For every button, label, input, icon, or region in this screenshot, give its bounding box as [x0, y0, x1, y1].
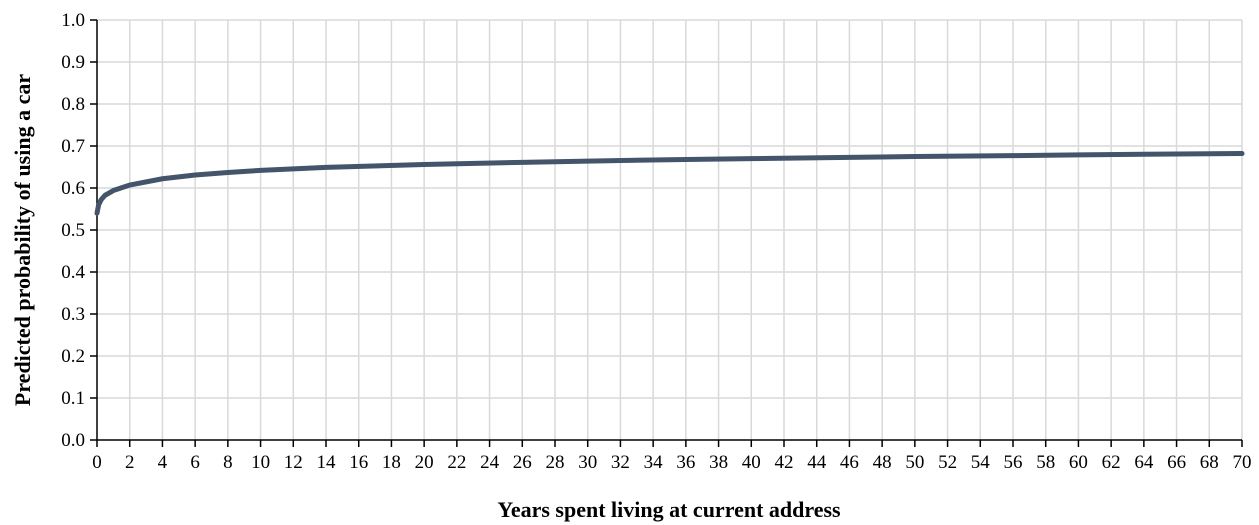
x-axis-title: Years spent living at current address: [497, 497, 841, 522]
x-tick-label: 56: [1004, 452, 1023, 473]
x-tick-label: 58: [1036, 452, 1055, 473]
x-tick-label: 64: [1134, 452, 1154, 473]
axes: [90, 19, 1243, 447]
x-tick-label: 34: [644, 452, 664, 473]
x-tick-label: 48: [873, 452, 892, 473]
x-tick-label: 0: [92, 452, 102, 473]
x-tick-label: 66: [1167, 452, 1186, 473]
series-layer: [94, 151, 1245, 216]
y-tick-label: 0.4: [61, 262, 85, 283]
y-tick-label: 0.6: [61, 178, 85, 199]
y-tick-label: 0.0: [61, 430, 85, 451]
x-tick-label: 52: [938, 452, 957, 473]
y-axis-title: Predicted probability of using a car: [10, 74, 35, 406]
x-tick-label: 62: [1102, 452, 1121, 473]
x-tick-label: 36: [676, 452, 695, 473]
x-tick-label: 12: [284, 452, 303, 473]
y-tick-label: 0.3: [61, 304, 85, 325]
y-tick-label: 0.2: [61, 346, 85, 367]
x-tick-label: 46: [840, 452, 859, 473]
x-tick-label: 24: [480, 452, 500, 473]
grid-lines: [97, 19, 1243, 440]
x-tick-label: 8: [223, 452, 233, 473]
x-tick-label: 38: [709, 452, 728, 473]
x-tick-label: 18: [382, 452, 401, 473]
x-tick-label: 54: [971, 452, 991, 473]
x-tick-label: 20: [415, 452, 434, 473]
x-tick-label: 22: [447, 452, 466, 473]
x-tick-label: 26: [513, 452, 532, 473]
y-tick-label: 0.1: [61, 388, 85, 409]
x-tick-label: 32: [611, 452, 630, 473]
y-tick-label: 0.8: [61, 94, 85, 115]
x-tick-label: 28: [546, 452, 565, 473]
y-tick-label: 0.7: [61, 136, 85, 157]
x-tick-label: 10: [251, 452, 270, 473]
x-tick-label: 30: [578, 452, 597, 473]
x-tick-label: 60: [1069, 452, 1088, 473]
y-tick-label: 0.5: [61, 220, 85, 241]
y-tick-label: 0.9: [61, 52, 85, 73]
x-tick-label: 4: [158, 452, 168, 473]
x-tick-label: 14: [317, 452, 337, 473]
x-tick-label: 42: [775, 452, 794, 473]
series-line: [94, 151, 1245, 216]
x-tick-label: 16: [349, 452, 368, 473]
x-tick-label: 2: [125, 452, 135, 473]
x-tick-label: 6: [190, 452, 200, 473]
x-tick-label: 40: [742, 452, 761, 473]
x-tick-label: 44: [807, 452, 827, 473]
x-tick-label: 68: [1200, 452, 1219, 473]
tick-labels: 0 2 4 6 8 10 12 14 16 18 20 22 24 26 28 30 32 34 36 38 40 42 4…: [61, 10, 1251, 473]
x-tick-label: 70: [1233, 452, 1252, 473]
x-tick-label: 50: [905, 452, 924, 473]
y-tick-label: 1.0: [61, 10, 85, 31]
